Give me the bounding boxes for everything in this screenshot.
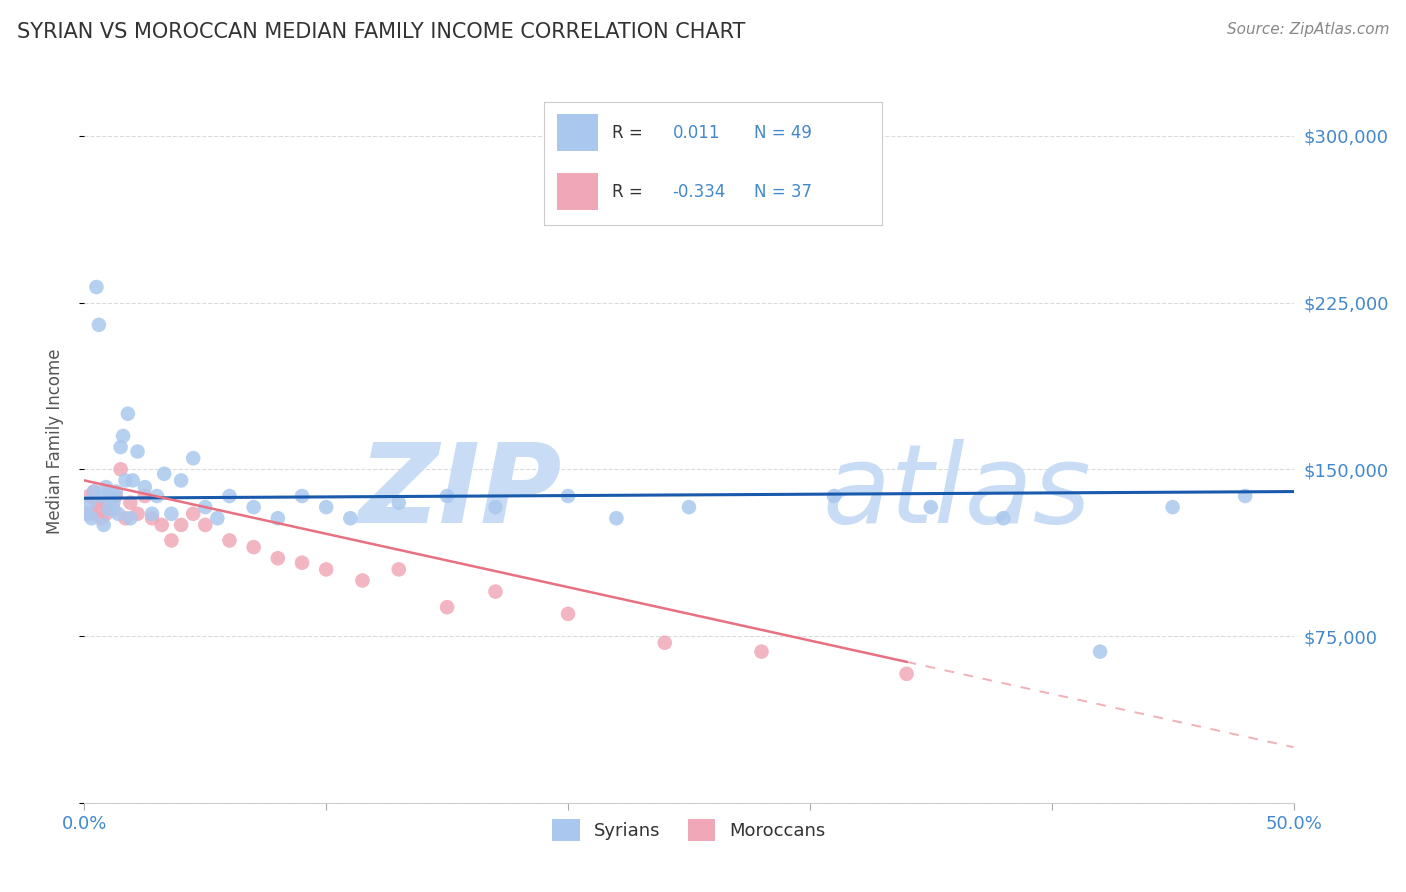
Point <box>751 645 773 659</box>
Point <box>134 480 156 494</box>
Point <box>484 584 506 599</box>
Point <box>77 496 100 510</box>
Point <box>120 511 142 525</box>
Point <box>993 511 1015 525</box>
Point <box>1161 500 1184 515</box>
Point <box>181 507 204 521</box>
Text: SYRIAN VS MOROCCAN MEDIAN FAMILY INCOME CORRELATION CHART: SYRIAN VS MOROCCAN MEDIAN FAMILY INCOME … <box>17 22 745 42</box>
Point <box>388 562 411 576</box>
Point <box>110 440 132 454</box>
Point <box>153 467 176 481</box>
Point <box>134 489 156 503</box>
Point <box>127 444 149 458</box>
Point <box>896 666 918 681</box>
Point <box>104 484 127 499</box>
Point <box>87 502 110 516</box>
Point <box>181 451 204 466</box>
Point <box>436 489 458 503</box>
Point <box>557 489 579 503</box>
Point <box>605 511 627 525</box>
Point <box>86 280 108 294</box>
Point <box>194 500 217 515</box>
Point <box>100 489 122 503</box>
Point <box>557 607 579 621</box>
Point <box>117 407 139 421</box>
Point <box>315 500 337 515</box>
Point <box>242 540 264 554</box>
Y-axis label: Median Family Income: Median Family Income <box>45 349 63 534</box>
Point <box>76 507 98 521</box>
Point <box>315 562 337 576</box>
Point <box>141 507 163 521</box>
Point <box>751 195 773 210</box>
Point <box>94 480 117 494</box>
Point <box>93 496 115 510</box>
Point <box>141 511 163 525</box>
Point <box>114 474 136 488</box>
Point <box>77 489 100 503</box>
Point <box>823 489 845 503</box>
Legend: Syrians, Moroccans: Syrians, Moroccans <box>546 812 832 848</box>
Point <box>267 551 290 566</box>
Point <box>920 500 942 515</box>
Text: ZIP: ZIP <box>359 439 562 546</box>
Point <box>90 511 112 525</box>
Point <box>207 511 229 525</box>
Text: atlas: atlas <box>823 439 1091 546</box>
Point <box>339 511 361 525</box>
Point <box>170 474 193 488</box>
Point <box>160 533 183 548</box>
Point <box>484 500 506 515</box>
Point <box>80 511 103 525</box>
Point <box>87 318 110 332</box>
Point <box>110 462 132 476</box>
Point <box>160 507 183 521</box>
Point <box>1088 645 1111 659</box>
Point <box>121 474 143 488</box>
Text: Source: ZipAtlas.com: Source: ZipAtlas.com <box>1226 22 1389 37</box>
Point <box>83 484 105 499</box>
Point <box>90 489 112 503</box>
Point <box>86 496 108 510</box>
Point <box>97 502 120 516</box>
Point <box>678 500 700 515</box>
Point <box>218 489 240 503</box>
Point <box>94 507 117 521</box>
Point <box>103 502 125 516</box>
Point <box>127 507 149 521</box>
Point <box>1234 489 1257 503</box>
Point <box>242 500 264 515</box>
Point <box>291 489 314 503</box>
Point <box>83 484 105 499</box>
Point <box>194 517 217 532</box>
Point <box>100 489 122 503</box>
Point <box>267 511 290 525</box>
Point <box>654 636 676 650</box>
Point <box>218 533 240 548</box>
Point <box>112 429 135 443</box>
Point <box>436 600 458 615</box>
Point <box>170 517 193 532</box>
Point <box>76 507 98 521</box>
Point <box>93 517 115 532</box>
Point <box>120 496 142 510</box>
Point <box>146 489 169 503</box>
Point <box>107 507 129 521</box>
Point <box>103 496 125 510</box>
Point <box>150 517 173 532</box>
Point <box>291 556 314 570</box>
Point <box>352 574 374 588</box>
Point <box>388 496 411 510</box>
Point <box>114 511 136 525</box>
Point <box>80 507 103 521</box>
Point <box>97 484 120 499</box>
Point <box>104 489 127 503</box>
